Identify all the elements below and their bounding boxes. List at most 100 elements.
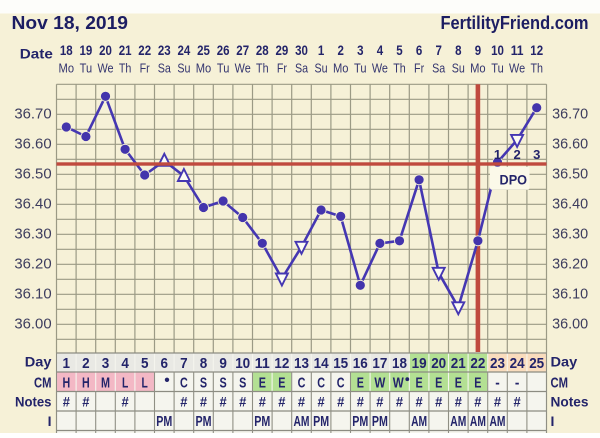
svg-text:36.60: 36.60 bbox=[14, 137, 51, 153]
svg-text:7: 7 bbox=[180, 355, 188, 372]
svg-text:#: # bbox=[435, 394, 442, 410]
svg-text:21: 21 bbox=[119, 43, 132, 58]
svg-text:#: # bbox=[200, 394, 207, 410]
svg-text:2: 2 bbox=[82, 355, 90, 372]
svg-text:S: S bbox=[239, 375, 246, 392]
svg-text:AM: AM bbox=[450, 413, 466, 430]
svg-text:Fr: Fr bbox=[277, 61, 288, 76]
svg-text:5: 5 bbox=[396, 43, 403, 58]
svg-text:FertilityFriend.com: FertilityFriend.com bbox=[441, 12, 589, 33]
svg-text:Mo: Mo bbox=[333, 61, 349, 76]
svg-text:E: E bbox=[357, 375, 364, 392]
svg-text:#: # bbox=[337, 394, 344, 410]
svg-text:Date: Date bbox=[20, 47, 53, 62]
svg-text:#: # bbox=[180, 394, 187, 410]
svg-text:AM: AM bbox=[411, 413, 427, 430]
svg-text:36.40: 36.40 bbox=[14, 197, 51, 213]
svg-text:Tu: Tu bbox=[354, 61, 367, 76]
svg-text:#: # bbox=[396, 394, 403, 410]
svg-text:5: 5 bbox=[141, 355, 149, 372]
svg-text:Th: Th bbox=[393, 61, 406, 76]
svg-text:36.70: 36.70 bbox=[14, 107, 51, 123]
svg-text:22: 22 bbox=[470, 355, 485, 372]
svg-text:Th: Th bbox=[530, 61, 543, 76]
svg-text:26: 26 bbox=[217, 43, 230, 58]
svg-text:Notes: Notes bbox=[551, 394, 589, 410]
svg-text:36.00: 36.00 bbox=[552, 317, 588, 333]
svg-text:We: We bbox=[97, 61, 113, 76]
svg-text:E: E bbox=[416, 375, 423, 392]
svg-text:E: E bbox=[259, 375, 266, 392]
svg-text:8: 8 bbox=[455, 43, 462, 58]
svg-text:Mo: Mo bbox=[196, 61, 212, 76]
svg-text:Notes: Notes bbox=[15, 394, 52, 410]
svg-text:8: 8 bbox=[200, 355, 208, 372]
svg-text:#: # bbox=[278, 394, 285, 410]
svg-text:Mo: Mo bbox=[470, 61, 486, 76]
svg-text:L: L bbox=[142, 375, 148, 392]
svg-text:Sa: Sa bbox=[432, 61, 446, 76]
svg-text:28: 28 bbox=[256, 43, 269, 58]
svg-text:#: # bbox=[416, 394, 423, 410]
svg-text:Day: Day bbox=[551, 355, 578, 370]
svg-text:15: 15 bbox=[333, 355, 348, 372]
svg-text:Th: Th bbox=[256, 61, 269, 76]
svg-text:1: 1 bbox=[318, 43, 325, 58]
svg-text:12: 12 bbox=[530, 43, 543, 58]
svg-text:9: 9 bbox=[475, 43, 481, 58]
svg-text:23: 23 bbox=[158, 43, 171, 58]
svg-text:#: # bbox=[122, 394, 129, 410]
svg-text:36.70: 36.70 bbox=[552, 107, 588, 123]
svg-text:We: We bbox=[372, 61, 388, 76]
svg-text:Day: Day bbox=[25, 355, 52, 370]
svg-text:We: We bbox=[509, 61, 525, 76]
svg-text:6: 6 bbox=[416, 43, 422, 58]
svg-text:Su: Su bbox=[177, 61, 190, 76]
svg-text:PM: PM bbox=[313, 413, 329, 430]
svg-text:13: 13 bbox=[294, 355, 309, 372]
svg-text:C: C bbox=[317, 375, 325, 392]
svg-text:7: 7 bbox=[436, 43, 442, 58]
svg-text:16: 16 bbox=[353, 355, 368, 372]
svg-text:6: 6 bbox=[161, 355, 169, 372]
svg-text:#: # bbox=[239, 394, 246, 410]
svg-text:14: 14 bbox=[314, 355, 330, 372]
svg-text:Su: Su bbox=[315, 61, 328, 76]
svg-text:2: 2 bbox=[338, 43, 344, 58]
svg-text:Tu: Tu bbox=[491, 61, 504, 76]
svg-text:10: 10 bbox=[235, 355, 250, 372]
svg-text:36.50: 36.50 bbox=[14, 167, 51, 183]
svg-text:17: 17 bbox=[372, 355, 387, 372]
svg-text:AM: AM bbox=[470, 413, 486, 430]
svg-text:L: L bbox=[122, 375, 128, 392]
svg-text:24: 24 bbox=[178, 43, 191, 58]
svg-text:18: 18 bbox=[392, 355, 407, 372]
svg-text:#: # bbox=[494, 394, 501, 410]
svg-text:#: # bbox=[474, 394, 481, 410]
svg-text:36.30: 36.30 bbox=[14, 227, 51, 243]
svg-text:-: - bbox=[515, 375, 520, 392]
svg-text:CM: CM bbox=[551, 374, 569, 391]
svg-text:23: 23 bbox=[490, 355, 505, 372]
svg-text:19: 19 bbox=[412, 355, 427, 372]
svg-text:S: S bbox=[220, 375, 227, 392]
svg-text:3: 3 bbox=[102, 355, 110, 372]
svg-text:25: 25 bbox=[529, 355, 544, 372]
svg-text:1: 1 bbox=[63, 355, 71, 372]
svg-text:20: 20 bbox=[99, 43, 112, 58]
svg-text:PM: PM bbox=[254, 413, 270, 430]
svg-text:E: E bbox=[455, 375, 462, 392]
svg-text:#: # bbox=[357, 394, 364, 410]
svg-text:AM: AM bbox=[294, 413, 310, 430]
svg-text:36.60: 36.60 bbox=[552, 137, 588, 153]
svg-text:M: M bbox=[101, 375, 110, 392]
svg-text:AM: AM bbox=[490, 413, 506, 430]
svg-text:11: 11 bbox=[511, 43, 524, 58]
svg-text:9: 9 bbox=[219, 355, 227, 372]
svg-text:36.10: 36.10 bbox=[14, 287, 51, 303]
svg-text:10: 10 bbox=[491, 43, 504, 58]
svg-text:E: E bbox=[474, 375, 481, 392]
svg-text:36.20: 36.20 bbox=[552, 257, 588, 273]
svg-text:19: 19 bbox=[80, 43, 93, 58]
svg-text:-: - bbox=[495, 375, 500, 392]
